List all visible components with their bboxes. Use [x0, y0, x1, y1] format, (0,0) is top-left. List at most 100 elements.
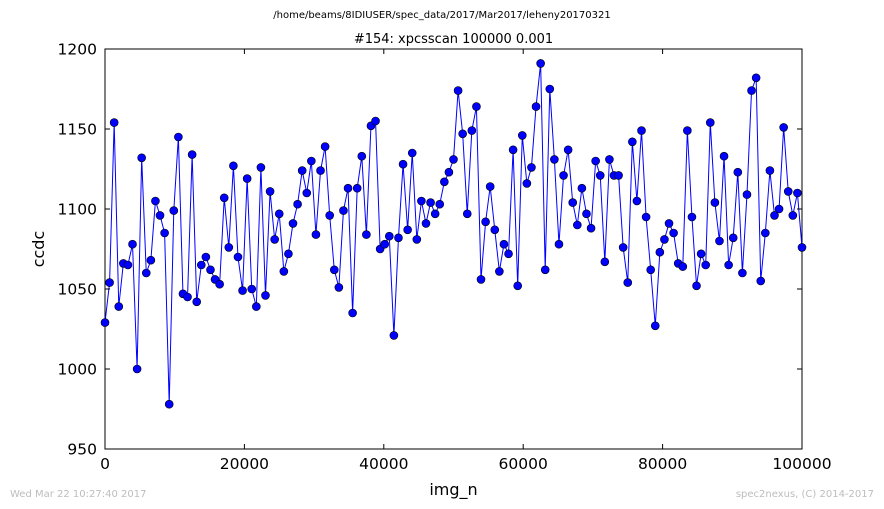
- timestamp-text: Wed Mar 22 10:27:40 2017: [10, 489, 147, 500]
- data-point: [100, 318, 110, 327]
- plot-frame-group: [104, 48, 803, 450]
- data-point: [440, 177, 449, 187]
- y-tick-label: 1050: [58, 281, 97, 299]
- data-point: [774, 204, 784, 214]
- data-point: [426, 198, 435, 207]
- data-point: [233, 252, 243, 262]
- data-point: [398, 159, 408, 169]
- data-point: [664, 219, 674, 228]
- data-point: [224, 243, 234, 252]
- data-point: [508, 145, 518, 155]
- data-point: [618, 243, 628, 252]
- data-point: [550, 155, 559, 164]
- data-point: [197, 260, 206, 270]
- data-point: [256, 163, 266, 172]
- data-point: [650, 321, 660, 331]
- data-point: [632, 196, 642, 206]
- data-point: [146, 255, 156, 265]
- data-point: [696, 249, 706, 259]
- data-point: [151, 196, 160, 206]
- data-point: [430, 209, 440, 219]
- ticks-group: 0 20000 40000 60000 80000 100000 950 1000 1050 11…: [58, 41, 832, 474]
- data-point: [770, 211, 779, 220]
- data-point: [316, 166, 325, 175]
- data-point: [421, 219, 431, 228]
- data-point: [595, 171, 605, 180]
- data-point: [751, 73, 761, 83]
- x-tick-label: 100000: [772, 455, 831, 473]
- data-point: [215, 279, 224, 289]
- data-point: [756, 276, 766, 286]
- data-point: [403, 225, 412, 235]
- data-point: [678, 262, 688, 271]
- data-point: [761, 228, 770, 238]
- data-point: [545, 84, 555, 94]
- data-point: [412, 235, 422, 244]
- data-point: [582, 209, 591, 219]
- data-point: [655, 247, 665, 257]
- data-point: [320, 142, 330, 151]
- data-point: [109, 118, 119, 127]
- data-point: [132, 364, 142, 374]
- data-point: [586, 223, 596, 233]
- data-point: [334, 283, 344, 292]
- data-point: [683, 126, 692, 135]
- series-line: [104, 63, 803, 405]
- data-point: [742, 190, 752, 199]
- data-point: [724, 260, 733, 270]
- data-point: [371, 116, 380, 126]
- data-point: [513, 281, 523, 291]
- data-point: [362, 230, 371, 239]
- data-point: [559, 171, 568, 180]
- data-point: [307, 156, 316, 166]
- data-point: [747, 86, 756, 95]
- data-point: [229, 161, 238, 171]
- data-point: [495, 267, 504, 276]
- plot-frame: [104, 48, 803, 450]
- data-point: [417, 196, 426, 206]
- data-point: [710, 198, 720, 207]
- data-point: [577, 183, 587, 193]
- data-point: [476, 275, 486, 284]
- x-tick-label: 20000: [220, 455, 269, 473]
- x-tick-label: 0: [100, 455, 110, 473]
- data-point: [540, 265, 550, 275]
- data-point: [705, 118, 715, 127]
- data-point: [444, 167, 454, 177]
- data-point: [302, 188, 312, 198]
- data-point: [765, 166, 775, 175]
- data-point: [715, 236, 724, 246]
- data-point: [527, 163, 536, 172]
- data-point: [628, 137, 637, 147]
- data-point: [325, 211, 334, 220]
- file-path-title: /home/beams/8IDIUSER/spec_data/2017/Mar2…: [273, 10, 611, 21]
- data-point: [155, 211, 165, 220]
- data-point: [339, 206, 348, 215]
- data-point: [160, 228, 169, 238]
- x-axis-label: img_n: [429, 480, 477, 500]
- data-point: [164, 399, 174, 409]
- data-point: [499, 239, 509, 249]
- data-point: [128, 239, 137, 249]
- data-point: [728, 233, 738, 243]
- x-tick-label: 40000: [359, 455, 408, 473]
- data-point: [284, 249, 293, 259]
- y-tick-label: 950: [67, 441, 97, 459]
- data-point: [733, 167, 743, 177]
- data-point: [536, 59, 545, 68]
- data-point: [219, 193, 229, 203]
- data-point: [779, 123, 788, 132]
- data-point: [357, 151, 367, 161]
- data-point: [201, 252, 211, 262]
- data-point: [343, 183, 353, 193]
- data-point: [701, 260, 711, 270]
- data-point: [141, 268, 151, 278]
- data-point: [462, 209, 472, 219]
- y-tick-label: 1150: [58, 121, 97, 139]
- data-point: [389, 331, 399, 340]
- data-point: [123, 260, 133, 270]
- data-point: [174, 132, 183, 142]
- data-point: [279, 267, 289, 276]
- data-point: [137, 153, 146, 163]
- data-point: [637, 126, 646, 135]
